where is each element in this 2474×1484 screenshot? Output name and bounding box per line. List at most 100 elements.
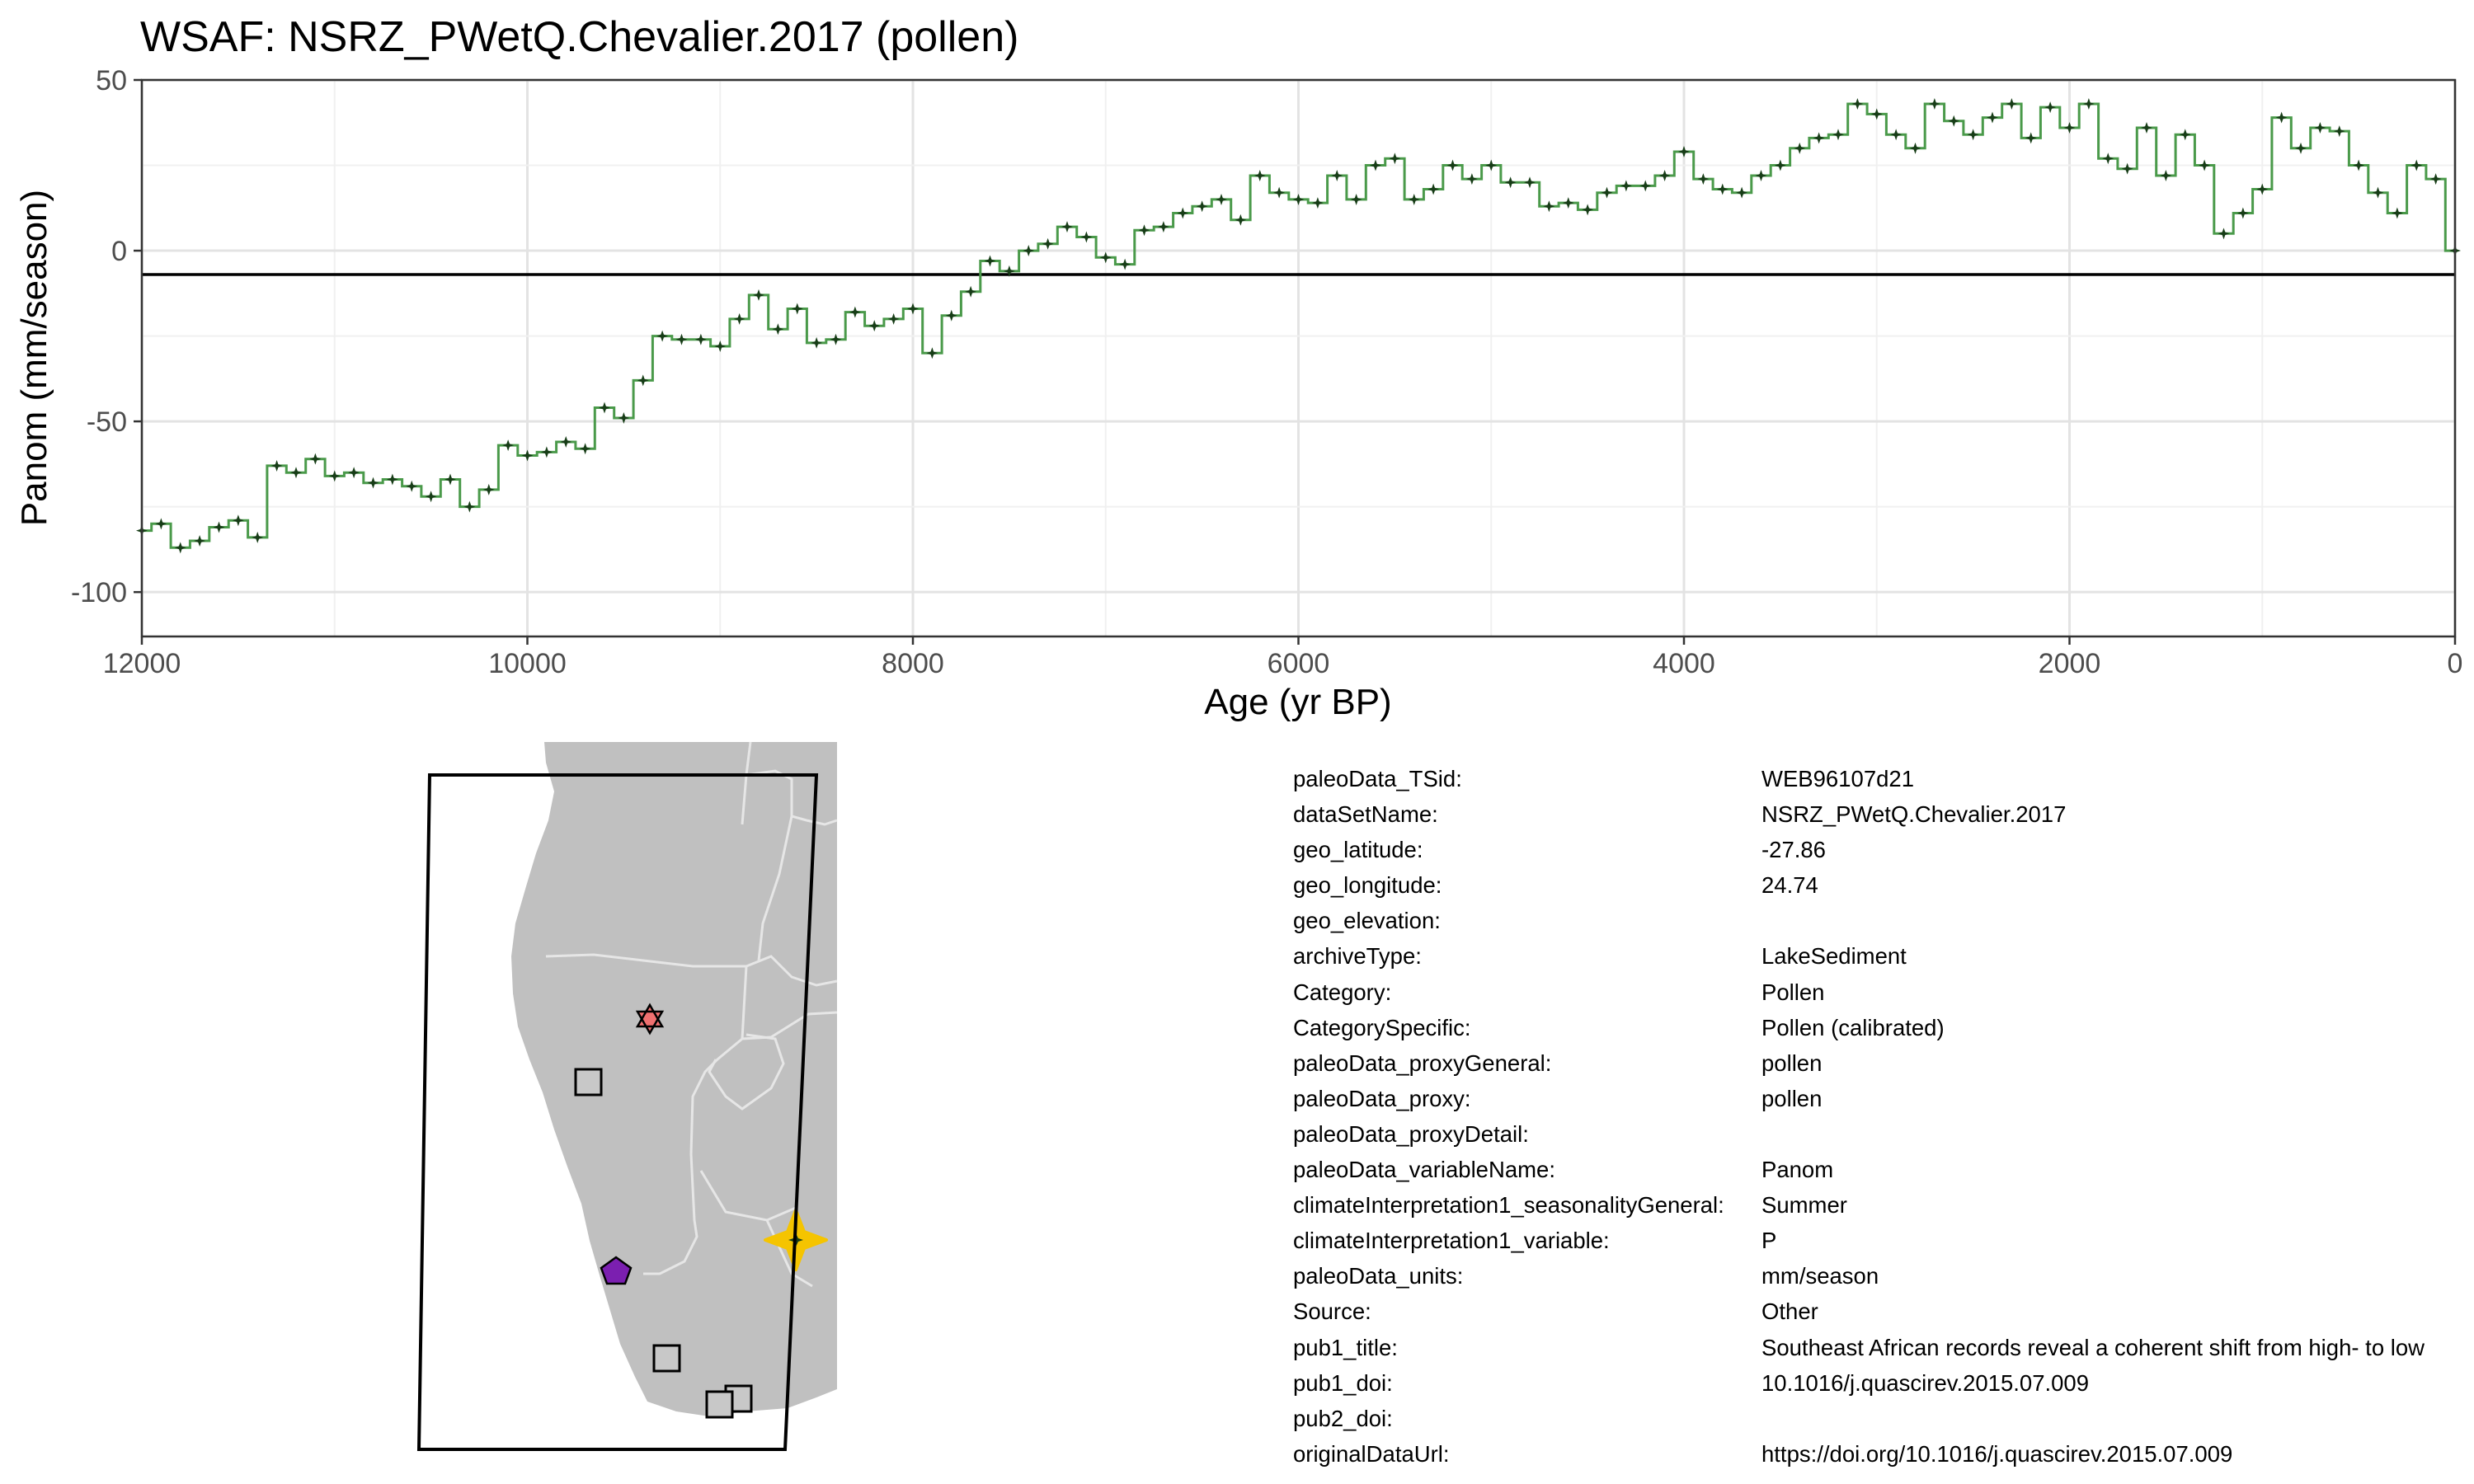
data-point-marker	[1716, 183, 1729, 195]
data-point-marker	[2391, 207, 2403, 219]
metadata-key: dataSetName:	[1293, 801, 1438, 828]
data-point-marker	[1061, 221, 1073, 233]
data-point-marker	[328, 470, 341, 482]
data-point-marker	[965, 285, 977, 298]
data-point-marker	[2314, 121, 2326, 134]
metadata-value: mm/season	[1761, 1263, 1879, 1289]
data-point-marker	[2063, 121, 2076, 134]
data-point-marker	[444, 473, 456, 486]
metadata-value: pollen	[1761, 1085, 1823, 1111]
metadata-value: https://doi.org/10.1016/j.quascirev.2015…	[1761, 1440, 2233, 1467]
data-point-marker	[1177, 207, 1189, 219]
metadata-value: Pollen	[1761, 979, 1825, 1005]
data-point-marker	[1658, 169, 1671, 181]
y-tick-label: -100	[71, 577, 127, 608]
data-point-marker	[1003, 265, 1015, 277]
metadata-value: Southeast African records reveal a coher…	[1761, 1334, 2425, 1360]
data-point-marker	[2236, 207, 2249, 219]
data-point-marker	[2006, 97, 2018, 110]
data-point-marker	[907, 303, 919, 315]
site-marker-square	[652, 1344, 681, 1373]
data-point-marker	[2256, 183, 2269, 195]
data-point-marker	[1408, 193, 1420, 205]
x-axis-title: Age (yr BP)	[1204, 682, 1391, 722]
metadata-key: Source:	[1293, 1298, 1371, 1325]
metadata-key: paleoData_TSid:	[1293, 766, 1462, 791]
data-point-marker	[1138, 224, 1150, 237]
x-tick-label: 0	[2448, 648, 2463, 679]
metadata-key: geo_latitude:	[1293, 837, 1423, 863]
data-point-marker	[174, 542, 186, 554]
data-point-marker	[1678, 145, 1690, 157]
data-point-marker	[309, 453, 322, 465]
data-point-marker	[1099, 251, 1112, 264]
y-tick-label: 0	[111, 236, 127, 267]
data-point-marker	[482, 483, 495, 495]
data-point-marker	[2179, 129, 2191, 141]
data-point-marker	[733, 312, 745, 325]
data-point-marker	[656, 330, 669, 342]
data-point-marker	[830, 333, 842, 345]
data-point-marker	[406, 480, 418, 492]
metadata-value: Pollen (calibrated)	[1761, 1014, 1945, 1040]
site-marker-pentagon	[600, 1256, 633, 1285]
data-point-marker	[2295, 142, 2307, 154]
data-point-marker	[1601, 186, 1613, 199]
data-point-marker	[386, 473, 398, 486]
data-point-marker	[1813, 132, 1825, 144]
data-point-marker	[1253, 169, 1266, 181]
data-point-marker	[1948, 115, 1960, 127]
metadata-value: -27.86	[1761, 837, 1826, 863]
x-tick-label: 4000	[1653, 648, 1715, 679]
y-axis-title: Panom (mm/season)	[14, 190, 54, 526]
metadata-value: WEB96107d21	[1761, 766, 1914, 791]
data-point-marker	[1273, 186, 1286, 199]
map-land	[511, 741, 838, 1416]
data-point-marker	[2121, 162, 2133, 175]
data-point-marker	[599, 402, 610, 414]
data-point-marker	[2218, 228, 2230, 240]
data-point-marker	[213, 521, 225, 533]
data-point-marker	[1504, 176, 1517, 189]
data-point-marker	[2199, 159, 2211, 171]
data-point-marker	[1870, 108, 1883, 120]
data-point-marker	[1311, 197, 1324, 209]
chart-title: WSAF: NSRZ_PWetQ.Chevalier.2017 (pollen)	[140, 13, 1018, 61]
data-point-marker	[540, 446, 553, 458]
data-point-marker	[1331, 169, 1343, 181]
metadata-key: paleoData_units:	[1293, 1263, 1464, 1289]
data-point-marker	[252, 531, 264, 543]
data-point-marker	[1890, 129, 1903, 141]
metadata-value: P	[1761, 1228, 1777, 1254]
data-point-marker	[1582, 204, 1594, 216]
x-tick-label: 8000	[882, 648, 944, 679]
metadata-value: 24.74	[1761, 872, 1818, 899]
data-point-marker	[1909, 142, 1921, 154]
data-point-marker	[2102, 153, 2114, 165]
metadata-key: paleoData_proxy:	[1293, 1085, 1471, 1111]
data-point-marker	[367, 477, 379, 489]
data-point-marker	[1485, 159, 1498, 171]
x-tick-label: 2000	[2039, 648, 2101, 679]
data-point-marker	[521, 449, 534, 462]
series-markers	[136, 97, 2461, 554]
data-point-marker	[155, 518, 167, 530]
data-point-marker	[502, 439, 515, 452]
data-point-marker	[1639, 180, 1652, 192]
data-point-marker	[2333, 125, 2345, 138]
timeseries-chart: WSAF: NSRZ_PWetQ.Chevalier.2017 (pollen)…	[14, 13, 2463, 722]
x-axis-ticks: 12000 10000 8000 6000 4000 2000 0	[103, 636, 2463, 679]
y-tick-label: -50	[87, 406, 127, 438]
data-point-marker	[1042, 237, 1054, 250]
data-point-marker	[232, 514, 244, 527]
data-point-marker	[1080, 231, 1093, 243]
metadata-key: originalDataUrl:	[1293, 1440, 1450, 1467]
data-point-marker	[1292, 193, 1305, 205]
data-point-marker	[1119, 258, 1131, 270]
data-point-marker	[1755, 169, 1767, 181]
map-bounding-box	[416, 773, 819, 1451]
location-map	[416, 741, 838, 1451]
data-point-marker	[1543, 200, 1555, 213]
data-point-marker	[2411, 159, 2423, 171]
data-point-marker	[2372, 186, 2384, 199]
